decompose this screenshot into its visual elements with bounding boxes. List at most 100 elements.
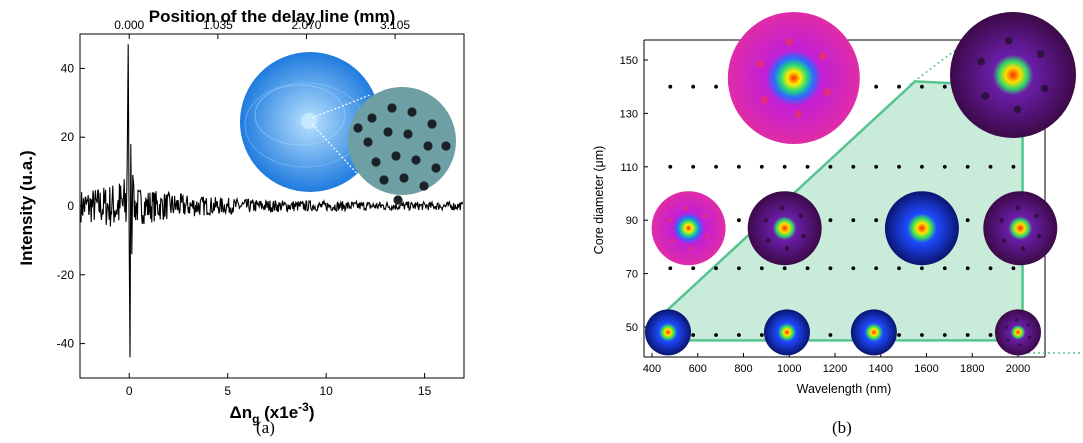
fiber-hole	[431, 163, 441, 173]
mode-field-disk	[651, 191, 726, 266]
mode-cladding-hole	[667, 218, 673, 223]
mode-cladding-hole	[1001, 238, 1007, 243]
chart-b-sample-point	[668, 84, 673, 89]
mode-cladding-hole	[670, 238, 675, 243]
chart-b-x-tick-label: 400	[643, 363, 661, 375]
chart-b-sample-point	[759, 164, 764, 169]
chart-b-sample-point	[828, 333, 833, 337]
mode-field-image	[983, 191, 1058, 266]
chart-b-sample-point	[851, 266, 856, 271]
fiber-hole	[367, 113, 377, 123]
chart-b-sample-point	[668, 164, 673, 169]
mode-cladding-hole	[756, 59, 765, 68]
chart-b-sample-point	[897, 266, 901, 271]
chart-b-y-tick-label: 90	[626, 215, 638, 227]
mode-field-image	[727, 12, 860, 144]
fiber-hole	[393, 195, 403, 205]
chart-b-sample-point	[874, 266, 879, 271]
chart-b-sample-point	[942, 164, 947, 169]
chart-b-sample-point	[782, 164, 787, 169]
chart-a-x-tick-label: 5	[224, 384, 231, 398]
panel-a-label: (a)	[256, 418, 275, 437]
chart-b-sample-point	[874, 164, 879, 169]
mode-cladding-hole	[1018, 343, 1022, 347]
chart-b-sample-point	[782, 266, 787, 271]
chart-b-sample-point	[988, 266, 993, 271]
chart-b-x-tick-label: 600	[689, 363, 707, 375]
mode-cladding-hole	[981, 92, 990, 100]
chart-b-y-tick-label: 50	[626, 322, 638, 334]
chart-a-series-line	[80, 44, 464, 358]
fiber-hole	[379, 175, 389, 185]
chart-b-sample-point	[1011, 164, 1016, 169]
chart-a-y-tick-label: 40	[61, 61, 75, 75]
chart-b-sample-point	[920, 84, 924, 89]
fiber-hole	[371, 157, 381, 167]
mode-cladding-hole	[766, 238, 771, 243]
chart-a-top-tick-label: 0.000	[114, 18, 144, 32]
fiber-hole	[411, 155, 421, 165]
chart-b-sample-point	[805, 164, 810, 169]
mode-cladding-hole	[1041, 84, 1049, 93]
chart-a-x-tick-label: 10	[319, 384, 333, 398]
chart-b-sample-point	[737, 333, 741, 337]
fiber-hole	[407, 107, 417, 117]
mode-field-disk	[950, 12, 1076, 138]
fiber-hole	[387, 103, 397, 113]
chart-b-sample-point	[920, 266, 924, 271]
chart-b-x-tick-label: 1600	[914, 363, 938, 375]
chart-b-sample-point	[1011, 266, 1016, 271]
mode-cladding-hole	[688, 246, 694, 251]
mode-cladding-hole	[705, 233, 710, 239]
chart-b-sample-point	[759, 333, 764, 337]
chart-b-sample-point	[737, 164, 741, 169]
chart-b-sample-point	[965, 164, 970, 169]
chart-b-sample-point	[828, 218, 833, 223]
mode-cladding-hole	[702, 213, 708, 219]
mode-cladding-hole	[1004, 36, 1013, 45]
chart-b-sample-point	[737, 218, 741, 223]
chart-a-x-tick-label: 15	[418, 384, 432, 398]
chart-a-title: Position of the delay line (mm)	[149, 7, 396, 26]
fiber-hole	[423, 141, 433, 151]
mode-field-image	[850, 309, 897, 356]
chart-b-sample-point	[942, 333, 947, 337]
mode-cladding-hole	[977, 57, 985, 66]
mode-field-image	[651, 191, 726, 266]
chart-b-sample-point	[988, 164, 993, 169]
chart-b: 400 600 800 1000 1200 1400 1600 1800 2000 50 70 90…	[592, 12, 1083, 396]
fiber-hole	[403, 129, 413, 139]
mode-cladding-hole	[1020, 246, 1026, 251]
chart-b-sample-point	[920, 164, 924, 169]
chart-b-x-tick-label: 1800	[960, 363, 984, 375]
mode-cladding-hole	[785, 38, 794, 46]
mode-field-disk	[884, 191, 959, 266]
mode-cladding-hole	[1014, 318, 1018, 322]
mode-cladding-hole	[818, 52, 827, 61]
chart-b-sample-point	[874, 218, 879, 223]
chart-b-sample-point	[965, 218, 970, 223]
fiber-hole	[353, 123, 363, 133]
mode-field-disk	[747, 191, 822, 266]
mode-cladding-hole	[794, 110, 803, 118]
chart-b-sample-point	[897, 164, 901, 169]
mode-cladding-hole	[1006, 338, 1010, 342]
chart-b-y-tick-label: 110	[620, 162, 638, 174]
mode-field-disk	[995, 309, 1041, 356]
mode-field-disk	[763, 309, 810, 356]
chart-b-sample-point	[691, 266, 696, 271]
mode-field-image	[995, 309, 1041, 356]
fiber-hole	[363, 137, 373, 147]
chart-b-sample-point	[691, 84, 696, 89]
chart-b-y-tick-label: 130	[620, 108, 638, 120]
mode-field-disk	[983, 191, 1058, 266]
mode-field-disk	[645, 309, 692, 356]
panel-b-label: (b)	[832, 418, 852, 437]
chart-b-sample-point	[851, 164, 856, 169]
chart-a-y-tick-label: -20	[57, 268, 75, 282]
fiber-hole	[419, 181, 429, 191]
chart-b-sample-point	[920, 333, 924, 337]
chart-b-sample-point	[828, 164, 833, 169]
fiber-hole	[399, 173, 409, 183]
